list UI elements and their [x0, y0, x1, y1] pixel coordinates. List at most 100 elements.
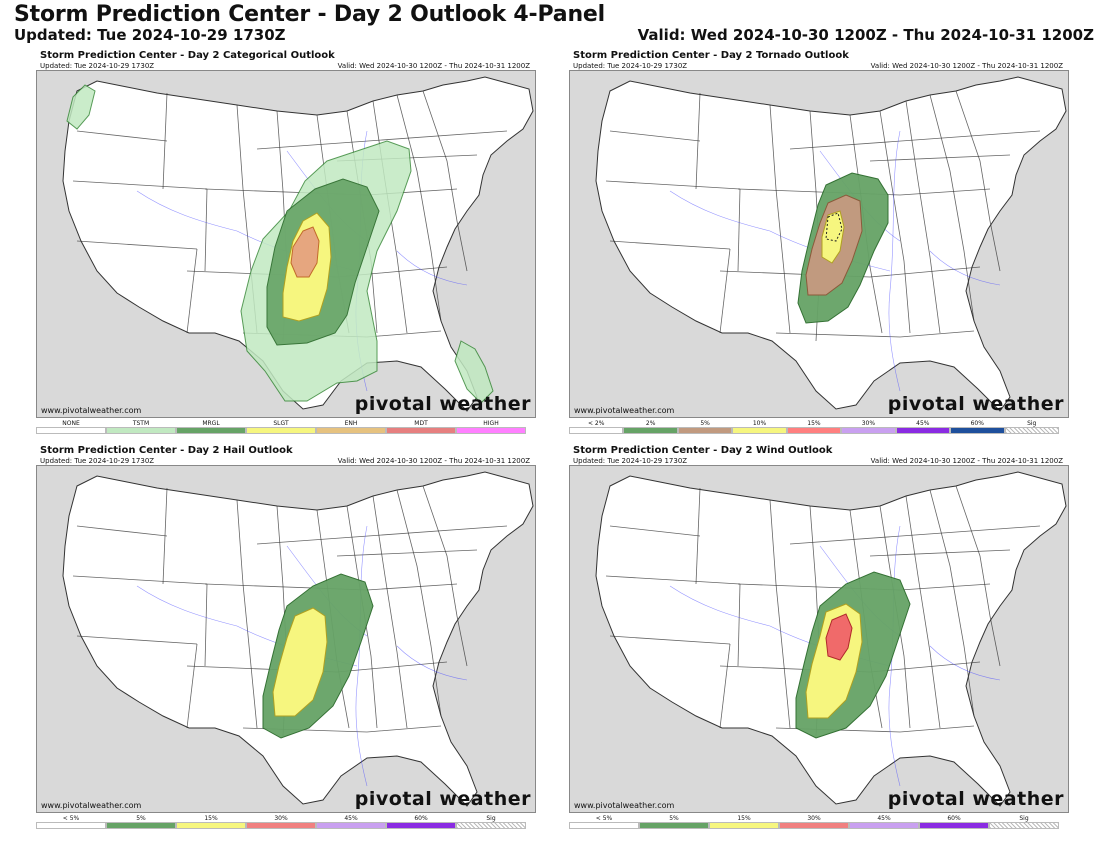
legend-item: Sig — [1004, 420, 1059, 434]
legend-item: 60% — [386, 815, 456, 829]
valid-period: Valid: Wed 2024-10-30 1200Z - Thu 2024-1… — [637, 26, 1094, 44]
legend-swatch — [950, 427, 1005, 434]
legend-item: 15% — [786, 420, 842, 434]
river-line — [396, 250, 468, 286]
state-line — [869, 154, 1011, 162]
legend-label: 45% — [344, 815, 358, 822]
panel-valid: Valid: Wed 2024-10-30 1200Z - Thu 2024-1… — [337, 457, 530, 465]
legend-swatch — [456, 427, 526, 434]
watermark-url: www.pivotalweather.com — [41, 801, 142, 810]
watermark-logo: pivotal weather — [354, 788, 531, 810]
state-line — [204, 583, 208, 667]
state-line — [256, 130, 508, 150]
legend-label: 45% — [916, 420, 930, 427]
legend-item: HIGH — [456, 420, 526, 434]
state-line — [76, 525, 168, 537]
watermark-url: www.pivotalweather.com — [574, 801, 675, 810]
legend-swatch — [106, 822, 176, 829]
watermark-logo: pivotal weather — [887, 393, 1064, 415]
river-line — [136, 190, 238, 232]
legend-item: 60% — [950, 420, 1005, 434]
legend-label: SLGT — [273, 420, 289, 427]
us-map — [570, 71, 1068, 417]
legend-item: SLGT — [246, 420, 316, 434]
state-line — [236, 499, 258, 729]
river-line — [888, 130, 901, 392]
state-line — [609, 635, 731, 645]
legend-swatch — [36, 427, 106, 434]
state-line — [737, 188, 991, 196]
legend-swatch — [456, 822, 526, 829]
panel-valid: Valid: Wed 2024-10-30 1200Z - Thu 2024-1… — [870, 457, 1063, 465]
panel-wind: Storm Prediction Center - Day 2 Wind Out… — [569, 445, 1069, 829]
legend-label: 45% — [877, 815, 891, 822]
river-line — [136, 585, 238, 627]
state-line — [396, 489, 442, 717]
legend-swatch — [176, 822, 246, 829]
state-line — [609, 240, 731, 250]
legend-swatch — [246, 427, 316, 434]
legend-label: 15% — [737, 815, 751, 822]
legend-swatch — [386, 427, 456, 434]
state-line — [879, 110, 911, 334]
legend-item: 5% — [106, 815, 176, 829]
legend-swatch — [106, 427, 176, 434]
state-line — [76, 635, 198, 645]
legend-label: MRGL — [202, 420, 220, 427]
legend-label: 30% — [274, 815, 288, 822]
state-line — [605, 575, 741, 585]
state-line — [72, 180, 208, 190]
panel-updated: Updated: Tue 2024-10-29 1730Z — [40, 62, 155, 70]
legend-item: 2% — [623, 420, 678, 434]
state-line — [609, 525, 701, 537]
legend-label: < 5% — [62, 815, 80, 822]
panel-title: Storm Prediction Center - Day 2 Categori… — [40, 50, 335, 61]
state-line — [955, 90, 1001, 272]
panel-updated: Updated: Tue 2024-10-29 1730Z — [573, 62, 688, 70]
legend-swatch — [895, 427, 951, 434]
hail-15pct-area — [272, 607, 328, 717]
updated-time: Updated: Tue 2024-10-29 1730Z — [14, 26, 286, 44]
panel-title: Storm Prediction Center - Day 2 Tornado … — [573, 50, 849, 61]
river-line — [888, 525, 901, 787]
map-hail: www.pivotalweather.com pivotal weather — [36, 465, 536, 813]
watermark-url: www.pivotalweather.com — [574, 406, 675, 415]
legend-item: MRGL — [176, 420, 246, 434]
river-line — [669, 585, 771, 627]
legend-label: 5% — [136, 815, 146, 822]
state-line — [422, 485, 468, 667]
state-line — [769, 499, 791, 729]
legend-label: 60% — [414, 815, 428, 822]
us-map — [37, 71, 535, 417]
legend-swatch — [849, 822, 919, 829]
river-line — [355, 525, 368, 787]
state-line — [72, 575, 208, 585]
legend-swatch — [989, 822, 1059, 829]
enh-area — [290, 226, 320, 278]
state-line — [737, 188, 741, 272]
panel-updated: Updated: Tue 2024-10-29 1730Z — [40, 457, 155, 465]
legend-swatch — [386, 822, 456, 829]
legend-swatch — [246, 822, 316, 829]
state-line — [789, 130, 1041, 150]
legend-item: 15% — [709, 815, 779, 829]
legend-swatch — [639, 822, 709, 829]
legend-label: Sig — [1027, 420, 1037, 427]
panel-valid: Valid: Wed 2024-10-30 1200Z - Thu 2024-1… — [337, 62, 530, 70]
page-title: Storm Prediction Center - Day 2 Outlook … — [14, 2, 605, 27]
legend-item: 45% — [316, 815, 386, 829]
legend-swatch — [841, 427, 896, 434]
panel-title: Storm Prediction Center - Day 2 Hail Out… — [40, 445, 293, 456]
wind-30pct-area — [825, 613, 853, 661]
legend-label: TSTM — [132, 420, 150, 427]
panel-title: Storm Prediction Center - Day 2 Wind Out… — [573, 445, 833, 456]
state-line — [336, 549, 478, 557]
legend-swatch — [1004, 427, 1059, 434]
state-line — [256, 525, 508, 545]
state-line — [695, 487, 701, 585]
state-line — [76, 130, 168, 142]
state-line — [204, 188, 208, 272]
state-line — [609, 130, 701, 142]
legend-item: 30% — [841, 420, 896, 434]
legend-label: 2% — [645, 420, 656, 427]
